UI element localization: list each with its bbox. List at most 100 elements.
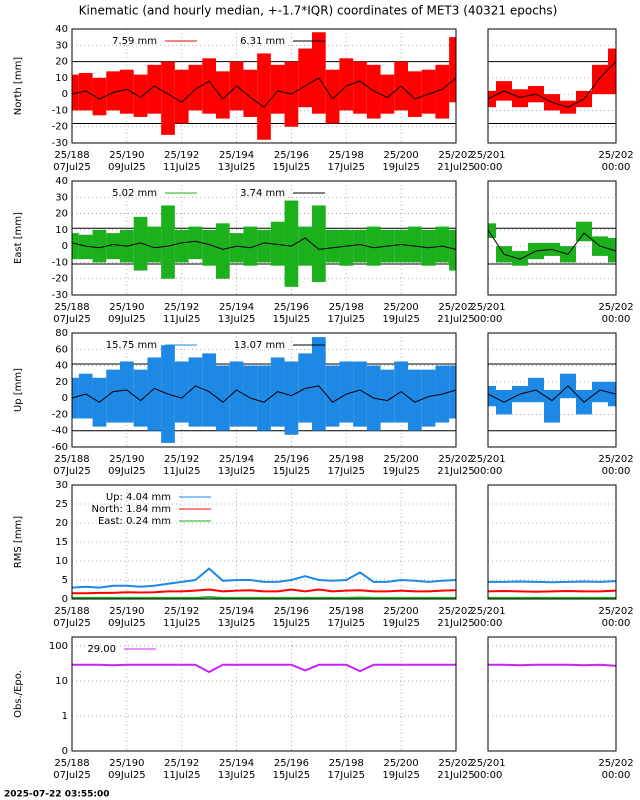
- plot-frame: [487, 332, 617, 448]
- x-tick-label: 25/196: [274, 606, 309, 617]
- series-line: [488, 663, 617, 667]
- x-tick-label: 25/201: [470, 454, 505, 465]
- scatter-range: [512, 89, 528, 108]
- x-tick-label: 25/201: [470, 758, 505, 769]
- scatter-range: [257, 365, 271, 431]
- x-tick-label: 25/202: [598, 606, 633, 617]
- plot-frame: [487, 28, 617, 144]
- series-line: [71, 77, 457, 108]
- scatter-range: [353, 361, 367, 427]
- x-tick-label: 25/194: [219, 150, 254, 161]
- y-tick-label: 10: [55, 73, 68, 84]
- series-line: [488, 580, 617, 584]
- x-tick-label: 17Jul25: [328, 314, 366, 325]
- x-tick-label: 25/192: [164, 758, 199, 769]
- x-tick-label: 25/202: [598, 302, 633, 313]
- scatter-range: [202, 353, 216, 427]
- x-tick-label: 25/198: [329, 606, 364, 617]
- x-tick-label: 15Jul25: [273, 314, 311, 325]
- x-tick-label: 25/201: [470, 150, 505, 161]
- x-tick-label: 13Jul25: [218, 314, 256, 325]
- plot-frame: [71, 180, 457, 296]
- x-tick-label: 00:00: [474, 162, 503, 173]
- scatter-range: [421, 369, 436, 427]
- scatter-range: [243, 365, 258, 427]
- scatter-range: [133, 369, 148, 427]
- x-tick-label: 09Jul25: [108, 314, 146, 325]
- x-tick-label: 21Jul25: [437, 618, 475, 629]
- scatter-range: [174, 361, 189, 423]
- scatter-range: [325, 365, 340, 427]
- x-tick-label: 25/190: [109, 606, 144, 617]
- series-line: [71, 237, 457, 250]
- scatter-range: [147, 357, 162, 431]
- scatter-range: [133, 216, 148, 271]
- x-tick-label: 15Jul25: [273, 466, 311, 477]
- x-tick-label: 15Jul25: [273, 770, 311, 781]
- y-tick-label: -10: [52, 257, 68, 268]
- scatter-range: [488, 90, 496, 108]
- x-tick-label: 11Jul25: [163, 466, 201, 477]
- scatter-range: [72, 74, 79, 111]
- series-line: [71, 385, 457, 403]
- x-tick-label: 25/196: [274, 150, 309, 161]
- scatter-range: [243, 226, 258, 266]
- x-tick-label: 00:00: [474, 618, 503, 629]
- x-tick-label: 25/202: [438, 150, 473, 161]
- x-tick-label: 25/188: [54, 454, 89, 465]
- series-line: [487, 229, 617, 260]
- x-tick-label: 25/192: [164, 454, 199, 465]
- scatter-range: [216, 365, 230, 431]
- y-tick-label: 40: [55, 176, 68, 187]
- x-tick-label: 25/190: [109, 454, 144, 465]
- scatter-range: [339, 229, 354, 266]
- x-tick-label: 25/202: [438, 454, 473, 465]
- x-tick-label: 25/192: [164, 302, 199, 313]
- legend-label: North: 1.84 mm: [92, 504, 171, 515]
- scatter-range: [284, 200, 299, 287]
- x-tick-label: 25/190: [109, 302, 144, 313]
- scatter-range: [78, 72, 93, 111]
- scatter-range: [120, 69, 134, 114]
- scatter-range: [339, 361, 354, 423]
- scatter-range: [325, 69, 340, 124]
- x-tick-label: 07Jul25: [53, 162, 91, 173]
- plot-frame: [487, 180, 617, 296]
- x-tick-label: 25/198: [329, 302, 364, 313]
- x-tick-label: 19Jul25: [382, 618, 420, 629]
- scatter-range: [174, 229, 189, 263]
- y-tick-label: 10: [55, 676, 68, 687]
- series-line: [72, 596, 456, 599]
- scatter-range: [78, 373, 93, 419]
- x-tick-label: 13Jul25: [218, 770, 256, 781]
- scatter-range: [394, 229, 408, 263]
- legend-label: 7.59 mm: [112, 36, 157, 47]
- plot-frame: [71, 332, 457, 448]
- legend-label: 29.00: [87, 644, 116, 655]
- x-tick-label: 25/198: [329, 150, 364, 161]
- scatter-range: [298, 226, 312, 266]
- scatter-range: [435, 64, 450, 119]
- legend-label: East: 0.24 mm: [98, 516, 171, 527]
- y-tick-label: 0: [62, 89, 68, 100]
- scatter-range: [229, 233, 244, 263]
- y-tick-label: 20: [55, 377, 68, 388]
- y-axis-label: Obs./Epo.: [13, 670, 24, 718]
- scatter-range: [106, 233, 120, 260]
- scatter-range: [120, 361, 134, 423]
- y-tick-label: 80: [55, 328, 68, 339]
- scatter-range: [435, 226, 450, 263]
- y-tick-label: 15: [55, 537, 68, 548]
- scatter-range: [312, 205, 326, 282]
- y-tick-label: 100: [49, 641, 68, 652]
- x-tick-label: 25/194: [219, 302, 254, 313]
- x-tick-label: 25/198: [329, 758, 364, 769]
- x-tick-label: 25/202: [598, 150, 633, 161]
- x-tick-label: 25/200: [384, 606, 419, 617]
- x-tick-label: 17Jul25: [328, 770, 366, 781]
- scatter-range: [257, 53, 271, 140]
- x-tick-label: 00:00: [602, 770, 631, 781]
- scatter-range: [202, 229, 216, 266]
- y-tick-label: -10: [52, 105, 68, 116]
